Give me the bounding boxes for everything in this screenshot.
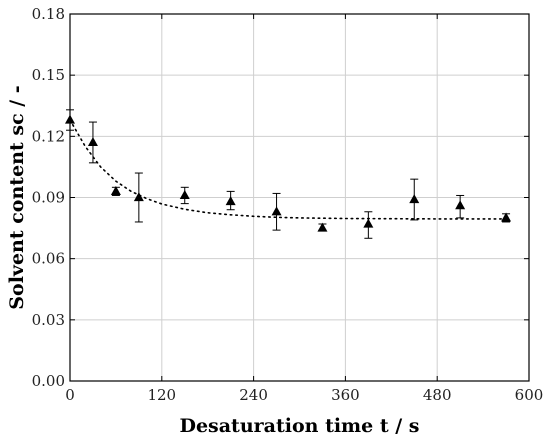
data-point-marker [271, 206, 282, 216]
fit-curve [69, 119, 507, 220]
y-tick-label: 0.06 [32, 250, 65, 268]
data-point-marker [225, 196, 236, 206]
data-point-marker [455, 200, 466, 210]
data-point-marker [501, 212, 512, 222]
fit-curve-layer [69, 119, 507, 220]
y-tick-labels: 0.00 0.03 0.06 0.09 0.12 0.15 0.18 [32, 5, 65, 390]
x-tick-label: 480 [423, 386, 452, 404]
y-tick-label: 0.12 [32, 127, 65, 145]
y-tick-label: 0.03 [32, 311, 65, 329]
data-point-marker [409, 194, 420, 204]
data-point-marker [133, 192, 144, 202]
y-tick-label: 0.09 [32, 189, 65, 207]
x-tick-label: 120 [147, 386, 176, 404]
data-point-marker [110, 185, 121, 195]
x-tick-label: 0 [65, 386, 75, 404]
y-tick-label: 0.18 [32, 5, 65, 23]
x-tick-label: 600 [515, 386, 544, 404]
x-axis-label: Desaturation time t / s [179, 415, 419, 437]
x-tick-label: 360 [331, 386, 360, 404]
error-bars [66, 109, 511, 239]
y-tick-label: 0.15 [32, 66, 65, 84]
axis-ticks [69, 13, 530, 382]
data-markers [65, 114, 512, 232]
x-tick-label: 240 [239, 386, 268, 404]
data-point-marker [363, 218, 374, 228]
data-point-marker [87, 137, 98, 147]
data-point-marker [317, 222, 328, 232]
y-tick-label: 0.00 [32, 372, 65, 390]
y-axis-label: Solvent content sc / - [6, 85, 28, 309]
x-tick-labels: 0 120 240 360 480 600 [65, 386, 543, 404]
data-point-marker [179, 190, 190, 200]
